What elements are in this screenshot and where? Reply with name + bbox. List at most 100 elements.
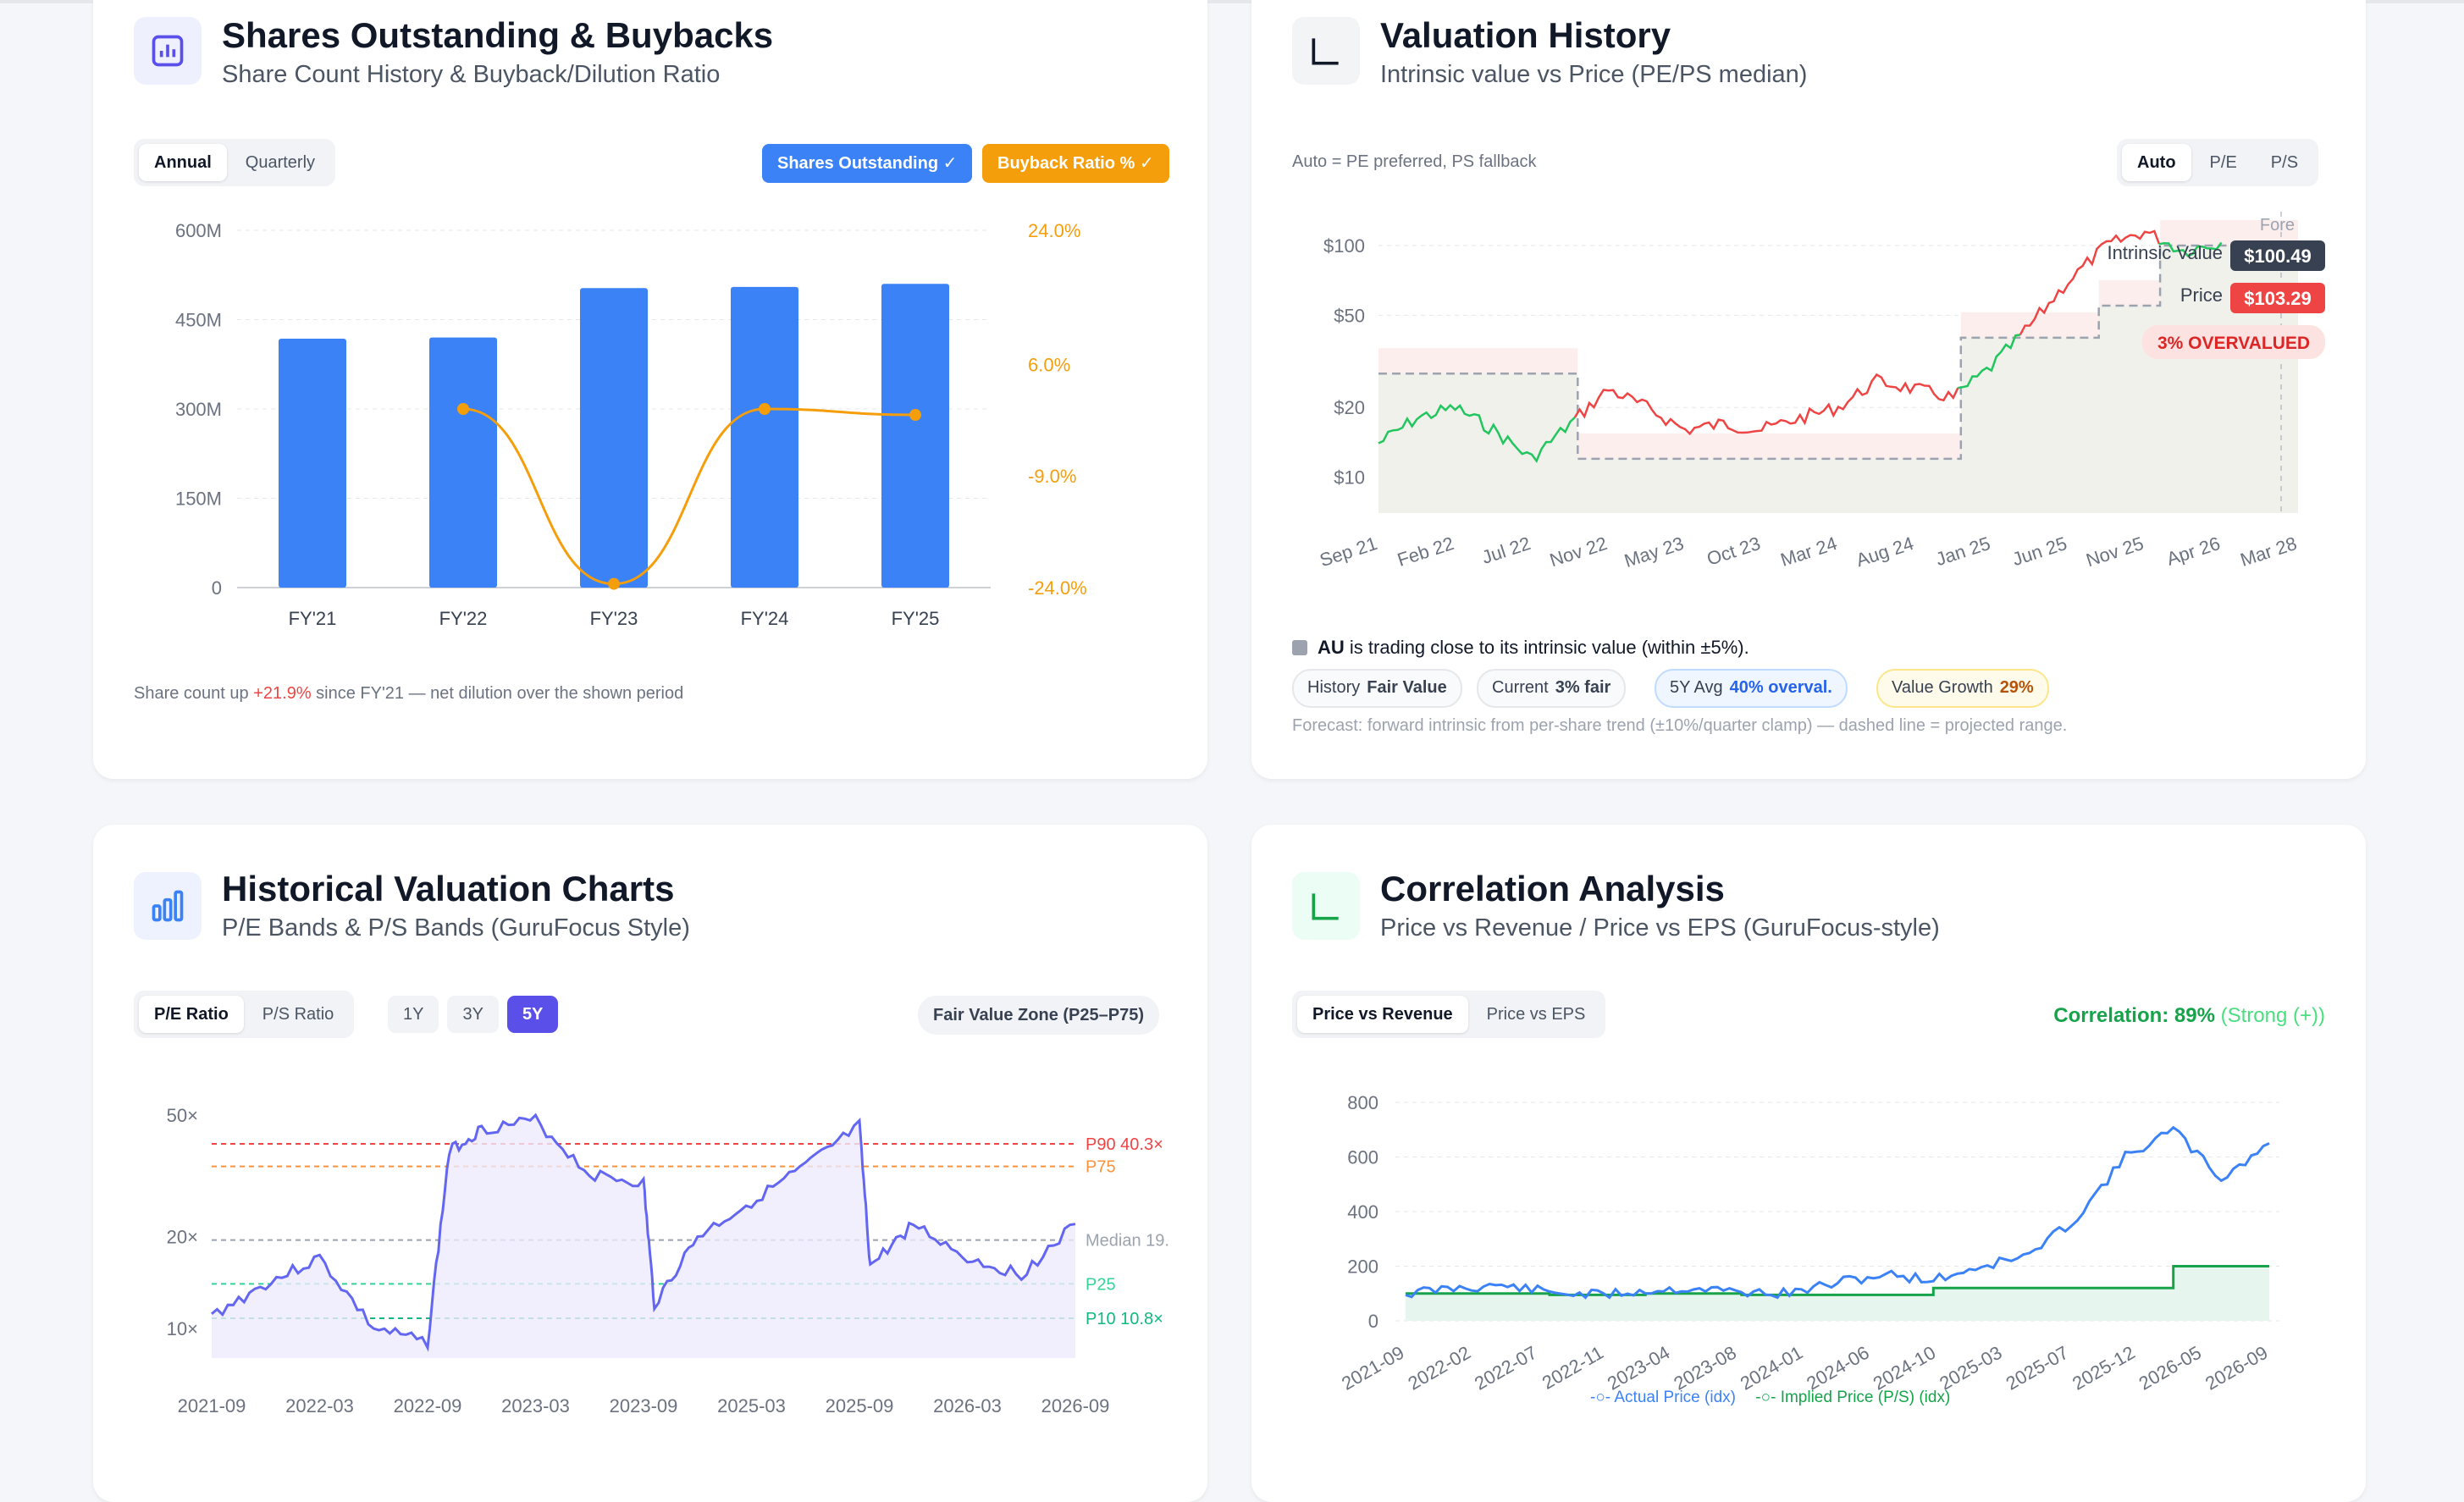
- price-badge: [2230, 283, 2325, 313]
- x-tick-label: 2022-03: [285, 1395, 354, 1416]
- x-tick-label: Aug 24: [1854, 533, 1916, 567]
- tab-pe[interactable]: P/E: [2209, 153, 2237, 172]
- forecast-label: Fore: [2260, 216, 2295, 235]
- band-label-median: Median 19.: [1086, 1232, 1169, 1251]
- tab-ps[interactable]: P/S: [2270, 153, 2299, 172]
- y-tick-label: 600M: [175, 220, 222, 241]
- fair-zone: [1577, 458, 1961, 513]
- tag-5y-avg: 5Y Avg 40% overval.: [1655, 669, 1848, 708]
- toggle-shares-outstanding[interactable]: Shares Outstanding ✓: [762, 144, 973, 183]
- tag-label: Value Growth: [1892, 678, 1993, 697]
- pe-line: [211, 1113, 1076, 1352]
- top-border: [0, 0, 2464, 3]
- shares-chart: 0 150M 300M 450M 600M -24.0% -9.0% 6.0% 24.0% FY'…: [175, 220, 1087, 629]
- buyback-point: [909, 409, 921, 422]
- y-tick-label: $10: [1334, 467, 1365, 489]
- implied-line: [1406, 1265, 2269, 1296]
- bar: [881, 284, 949, 588]
- status-square-icon: [1292, 640, 1307, 655]
- line-chart-icon: [1292, 872, 1360, 940]
- correlation-toggle: Price vs Revenue Price vs EPS: [1292, 991, 1606, 1038]
- x-tick-label: 2023-04: [1604, 1342, 1673, 1394]
- toggle-buyback-ratio[interactable]: Buyback Ratio % ✓: [982, 144, 1169, 183]
- card-title: Correlation Analysis: [1380, 869, 1725, 908]
- range-toggle: 1Y 3Y 5Y: [383, 991, 563, 1038]
- x-tick-label: 2025-03: [1936, 1342, 2005, 1394]
- x-tick-label: Apr 26: [2164, 533, 2223, 567]
- x-tick-label: 2024-01: [1737, 1342, 1806, 1394]
- price-line: [1378, 403, 1576, 464]
- price-label: Price: [2180, 284, 2223, 306]
- x-tick-label: FY'25: [892, 608, 940, 629]
- correlation-chart: 0 200 400 600 800 2021-092022-022022-072022-1…: [1338, 1092, 2279, 1394]
- tab-ps-ratio[interactable]: P/S Ratio: [262, 1005, 334, 1024]
- bar-chart-icon: [134, 17, 202, 85]
- tab-price-vs-revenue[interactable]: Price vs Revenue: [1297, 996, 1468, 1033]
- fair-zone: [1378, 373, 1578, 513]
- tag-value: 40% overval.: [1729, 678, 1832, 697]
- legend-implied: Implied Price (P/S) (idx): [1780, 1389, 1951, 1406]
- intrinsic-badge: [2230, 240, 2325, 271]
- note-prefix: Share count up: [134, 684, 254, 703]
- x-tick-label: Jun 25: [2009, 533, 2069, 567]
- tag-label: 5Y Avg: [1670, 678, 1723, 697]
- buyback-line: [462, 407, 916, 586]
- x-tick-label: Mar 24: [1778, 533, 1840, 567]
- tag-value: 29%: [1999, 678, 2034, 697]
- x-tick-label: 2026-09: [2202, 1342, 2271, 1394]
- x-tick-label: 2025-03: [717, 1395, 786, 1416]
- x-tick-label: May 23: [1621, 533, 1686, 567]
- overvalued-badge: [2142, 325, 2325, 359]
- band-label-p90: P90 40.3×: [1086, 1135, 1163, 1154]
- tag-label: History: [1307, 678, 1361, 697]
- y-tick-label: 150M: [175, 489, 222, 510]
- price-value: $103.29: [2244, 288, 2312, 309]
- y-tick-label: 450M: [175, 310, 222, 331]
- tab-auto[interactable]: Auto: [2122, 144, 2191, 181]
- legend-actual: Actual Price (idx): [1614, 1389, 1736, 1406]
- x-tick-label: 2021-09: [1338, 1342, 1407, 1394]
- card-title: Historical Valuation Charts: [222, 869, 675, 908]
- y-tick-label: 800: [1347, 1092, 1378, 1113]
- range-1y[interactable]: 1Y: [388, 996, 439, 1033]
- pe-bands-chart: 10× 20× 50× P90 40.3× P75 Median 19. P25 P10 10…: [167, 1105, 1169, 1416]
- x-tick-label: FY'23: [590, 608, 638, 629]
- y-tick-label: 300M: [175, 399, 222, 420]
- tab-annual[interactable]: Annual: [139, 144, 227, 181]
- price-line: [1573, 373, 1959, 436]
- chart-legend: -○- Actual Price (idx) -○- Implied Price…: [1590, 1389, 1950, 1407]
- ratio-toggle: P/E Ratio P/S Ratio: [134, 991, 355, 1038]
- mode-note: Auto = PE preferred, PS fallback: [1292, 152, 1537, 171]
- forecast-note: Forecast: forward intrinsic from per-sha…: [1292, 716, 2068, 735]
- x-tick-label: Oct 23: [1704, 533, 1763, 567]
- pe-area: [212, 1115, 1075, 1358]
- x-tick-label: Mar 28: [2238, 533, 2300, 567]
- x-tick-label: 2025-07: [2003, 1342, 2072, 1394]
- x-tick-label: 2023-03: [501, 1395, 570, 1416]
- card-title: Valuation History: [1380, 15, 1671, 55]
- dilution-note: Share count up +21.9% since FY'21 — net …: [134, 684, 683, 704]
- y-tick-label: 200: [1347, 1256, 1378, 1278]
- range-3y[interactable]: 3Y: [447, 996, 499, 1033]
- tab-quarterly[interactable]: Quarterly: [245, 153, 316, 172]
- tag-value: 3% fair: [1555, 678, 1611, 697]
- valuation-history-card: Valuation History Intrinsic value vs Pri…: [1251, 0, 2366, 779]
- fair-value-zone-button[interactable]: Fair Value Zone (P25–P75): [918, 996, 1159, 1035]
- note-suffix: since FY'21 — net dilution over the show…: [311, 684, 684, 703]
- tab-price-vs-eps[interactable]: Price vs EPS: [1486, 1005, 1586, 1024]
- tag-value: Fair Value: [1367, 678, 1447, 697]
- x-tick-label: 2022-07: [1471, 1342, 1540, 1394]
- y-tick-label: 0: [212, 577, 222, 599]
- buyback-point: [759, 403, 771, 415]
- x-tick-label: Sep 21: [1317, 533, 1379, 567]
- tab-pe-ratio[interactable]: P/E Ratio: [139, 996, 244, 1033]
- x-tick-label: 2025-09: [826, 1395, 894, 1416]
- actual-line: [1405, 1125, 2270, 1300]
- x-tick-label: FY'22: [439, 608, 488, 629]
- price-line: [2019, 229, 2161, 335]
- range-5y[interactable]: 5Y: [506, 996, 559, 1033]
- x-tick-label: 2026-03: [933, 1395, 1002, 1416]
- valuation-summary: AU is trading close to its intrinsic val…: [1292, 637, 1749, 659]
- correlation-strength: (Strong (+)): [2214, 1004, 2325, 1027]
- card-subtitle: Intrinsic value vs Price (PE/PS median): [1380, 61, 1808, 88]
